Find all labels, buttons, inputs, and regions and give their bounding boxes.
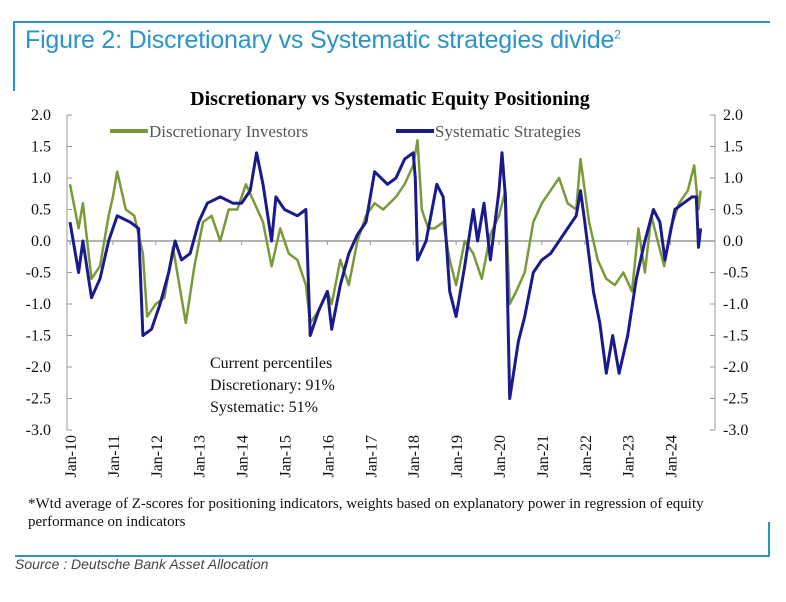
left-y-tick-label: -2.5 — [26, 391, 51, 408]
annotation-line-1: Current percentiles — [210, 355, 332, 372]
x-tick-label: Jan-23 — [621, 435, 638, 478]
left-y-tick-label: 1.5 — [31, 139, 51, 156]
figure-title-superscript: 2 — [614, 27, 621, 42]
right-y-tick-label: -2.0 — [723, 359, 748, 376]
frame-bottom-border — [15, 555, 770, 557]
x-tick-label: Jan-24 — [664, 435, 681, 478]
legend-label-discretionary: Discretionary Investors — [149, 122, 308, 141]
x-tick-label: Jan-14 — [235, 435, 252, 478]
x-tick-label: Jan-20 — [492, 435, 509, 478]
annotation-line-2: Discretionary: 91% — [210, 377, 335, 394]
left-y-tick-label: 0.5 — [31, 202, 51, 219]
right-y-tick-label: 1.5 — [723, 139, 743, 156]
left-y-tick-label: -0.5 — [26, 265, 51, 282]
frame-top-border — [13, 21, 770, 23]
annotation-line-3: Systematic: 51% — [210, 399, 318, 416]
x-tick-label: Jan-12 — [149, 435, 166, 478]
discretionary-series-line — [68, 138, 702, 325]
x-tick-label: Jan-19 — [449, 435, 466, 478]
right-y-tick-label: -0.5 — [723, 265, 748, 282]
footnote: *Wtd average of Z-scores for positioning… — [28, 496, 704, 530]
x-tick-label: Jan-21 — [535, 435, 552, 478]
right-y-tick-label: 2.0 — [723, 107, 743, 124]
left-y-tick-label: -2.0 — [26, 359, 51, 376]
x-tick-label: Jan-17 — [363, 435, 380, 478]
right-y-tick-label: -1.0 — [723, 296, 748, 313]
figure-title: Figure 2: Discretionary vs Systematic st… — [25, 26, 621, 55]
x-tick-label: Jan-11 — [106, 435, 123, 477]
legend-label-systematic: Systematic Strategies — [435, 122, 581, 141]
chart-title: Discretionary vs Systematic Equity Posit… — [190, 88, 590, 110]
x-tick-label: Jan-16 — [320, 435, 337, 478]
right-y-tick-label: -3.0 — [723, 422, 748, 439]
right-y-tick-label: 0.5 — [723, 202, 743, 219]
left-y-tick-label: 2.0 — [31, 107, 51, 124]
source-note: Source : Deutsche Bank Asset Allocation — [15, 556, 269, 572]
frame-right-border — [768, 522, 770, 557]
right-y-tick-label: 0.0 — [723, 233, 743, 250]
left-y-tick-label: -3.0 — [26, 422, 51, 439]
figure-title-text: Figure 2: Discretionary vs Systematic st… — [25, 26, 615, 54]
x-tick-label: Jan-13 — [192, 435, 209, 478]
systematic-series-line — [68, 151, 703, 400]
left-y-tick-label: 1.0 — [31, 170, 51, 187]
right-y-tick-label: 1.0 — [723, 170, 743, 187]
left-y-tick-label: -1.0 — [26, 296, 51, 313]
x-tick-label: Jan-22 — [578, 435, 595, 478]
right-y-tick-label: -1.5 — [723, 328, 748, 345]
frame-left-border — [13, 21, 15, 91]
left-y-tick-label: -1.5 — [26, 328, 51, 345]
right-y-tick-label: -2.5 — [723, 391, 748, 408]
x-tick-label: Jan-10 — [63, 435, 80, 478]
left-y-tick-label: 0.0 — [31, 233, 51, 250]
x-tick-label: Jan-18 — [406, 435, 423, 478]
x-tick-label: Jan-15 — [278, 435, 295, 478]
